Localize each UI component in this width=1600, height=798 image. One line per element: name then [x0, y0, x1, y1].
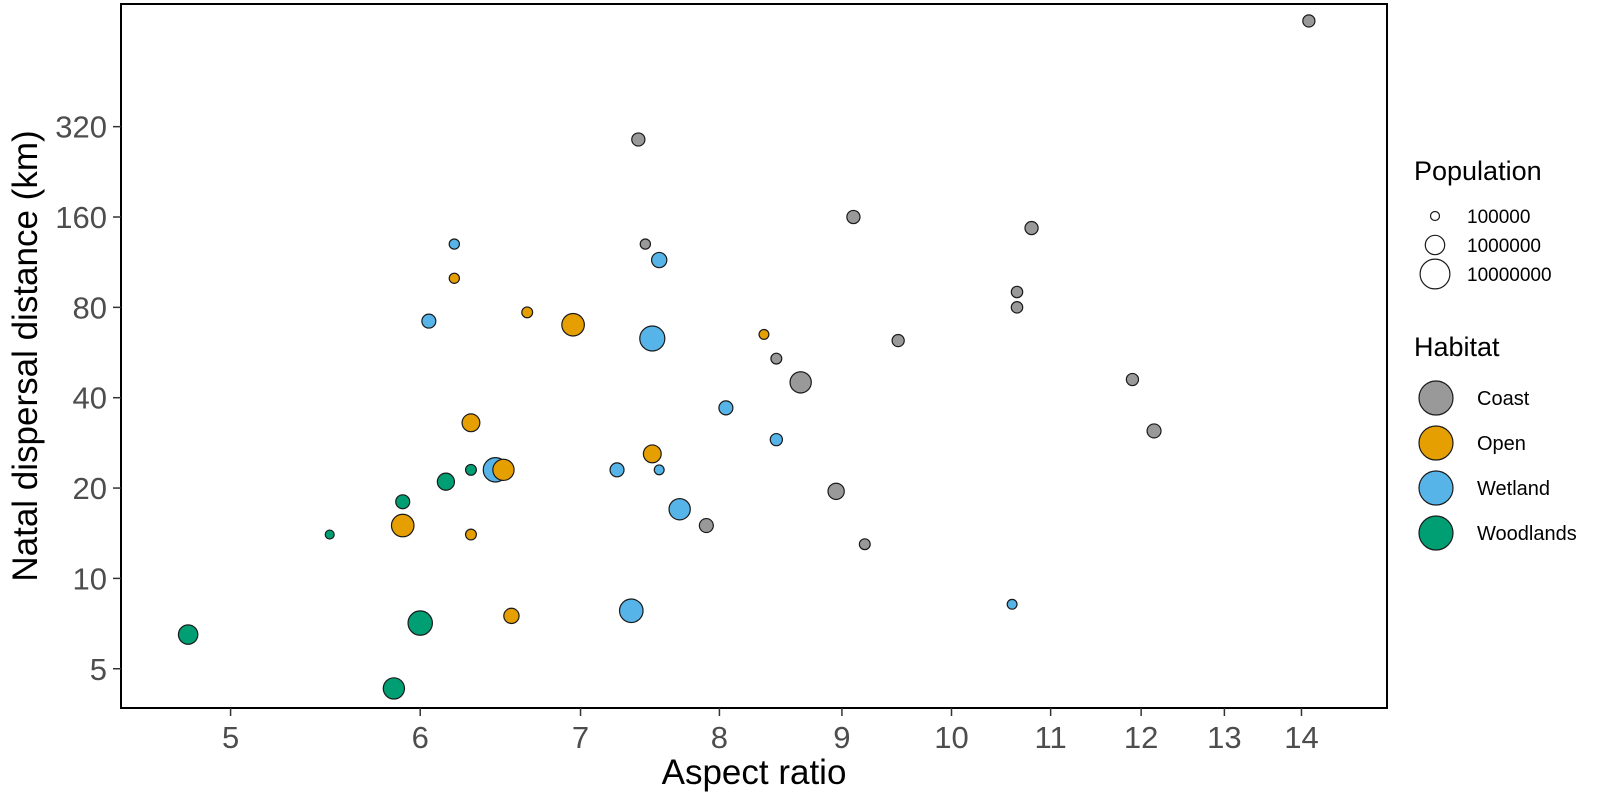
plot-panel — [120, 3, 1388, 709]
point-wetland — [668, 498, 691, 521]
point-coast — [1024, 220, 1039, 236]
y-axis: 5 10 20 40 80 160 320 — [55, 110, 121, 687]
point-wetland — [421, 313, 437, 329]
size-legend-circle — [1424, 234, 1446, 256]
y-tick-label: 320 — [55, 110, 107, 145]
x-tick-label: 6 — [412, 720, 429, 755]
point-coast — [1302, 14, 1316, 28]
point-open — [492, 458, 515, 482]
point-open — [461, 413, 481, 433]
point-open — [448, 272, 461, 284]
point-wetland — [1006, 598, 1018, 610]
x-tick-label: 9 — [833, 720, 850, 755]
x-tick-label: 11 — [1035, 720, 1067, 755]
y-tick-label: 20 — [73, 471, 107, 506]
point-woodlands — [177, 624, 199, 645]
size-legend-label: 10000000 — [1467, 265, 1552, 286]
point-coast — [639, 238, 652, 250]
x-tick-label: 8 — [711, 720, 728, 755]
point-woodlands — [324, 529, 335, 540]
point-wetland — [618, 598, 644, 624]
point-woodlands — [436, 472, 456, 491]
point-open — [758, 328, 770, 340]
point-wetland — [639, 325, 666, 352]
point-wetland — [653, 464, 665, 476]
color-legend-key — [1418, 380, 1454, 416]
color-legend-key — [1418, 425, 1454, 461]
size-legend-circle — [1429, 210, 1441, 222]
color-legend-label: Wetland — [1477, 478, 1550, 500]
point-coast — [1125, 372, 1140, 387]
y-tick-label: 160 — [55, 200, 107, 235]
point-open — [561, 312, 585, 337]
point-wetland — [769, 432, 784, 447]
point-woodlands — [407, 610, 433, 636]
point-coast — [631, 132, 646, 147]
x-tick-label: 7 — [572, 720, 589, 755]
point-coast — [891, 333, 905, 348]
y-axis-title: Natal dispersal distance (km) — [6, 130, 45, 581]
data-points — [177, 14, 1316, 700]
color-legend-key — [1418, 515, 1454, 551]
size-legend-items: 100000 1000000 10000000 — [1419, 207, 1552, 290]
x-tick-label: 12 — [1124, 720, 1158, 755]
legend: Population 100000 1000000 10000000 Habitat… — [1414, 156, 1577, 551]
x-axis: 5 6 7 8 9 10 11 12 13 14 — [222, 708, 1319, 755]
point-wetland — [609, 462, 625, 478]
point-coast — [1010, 285, 1024, 299]
point-open — [642, 444, 662, 464]
color-legend-label: Open — [1477, 433, 1526, 455]
point-coast — [858, 538, 871, 551]
size-legend-circle — [1419, 258, 1451, 290]
x-tick-label: 10 — [934, 720, 968, 755]
point-coast — [698, 517, 714, 534]
size-legend-label: 1000000 — [1467, 236, 1541, 257]
y-tick-label: 5 — [90, 652, 107, 687]
point-open — [390, 513, 415, 538]
size-legend-label: 100000 — [1467, 207, 1530, 228]
point-woodlands — [395, 494, 411, 510]
point-coast — [770, 352, 783, 365]
point-coast — [846, 209, 861, 225]
color-legend-items: Coast Open Wetland Woodlands — [1418, 380, 1577, 551]
point-open — [521, 306, 534, 319]
x-tick-label: 5 — [222, 720, 239, 755]
point-woodlands — [382, 677, 406, 700]
color-legend-label: Woodlands — [1477, 523, 1577, 545]
y-tick-label: 80 — [73, 290, 107, 325]
point-wetland — [718, 400, 734, 416]
x-axis-title: Aspect ratio — [662, 753, 847, 792]
y-tick-label: 40 — [73, 381, 107, 416]
color-legend-title: Habitat — [1414, 332, 1500, 362]
color-legend-key — [1418, 470, 1454, 506]
point-coast — [1010, 301, 1024, 314]
x-tick-label: 13 — [1207, 720, 1241, 755]
x-tick-label: 14 — [1284, 720, 1318, 755]
point-coast — [827, 482, 845, 501]
point-coast — [1146, 423, 1162, 439]
point-woodlands — [464, 463, 477, 476]
point-coast — [789, 371, 812, 394]
size-legend-title: Population — [1414, 156, 1542, 186]
point-open — [503, 607, 520, 625]
color-legend-label: Coast — [1477, 388, 1530, 410]
y-tick-label: 10 — [73, 561, 107, 596]
point-open — [464, 528, 477, 541]
point-wetland — [448, 238, 461, 250]
point-wetland — [650, 251, 668, 269]
